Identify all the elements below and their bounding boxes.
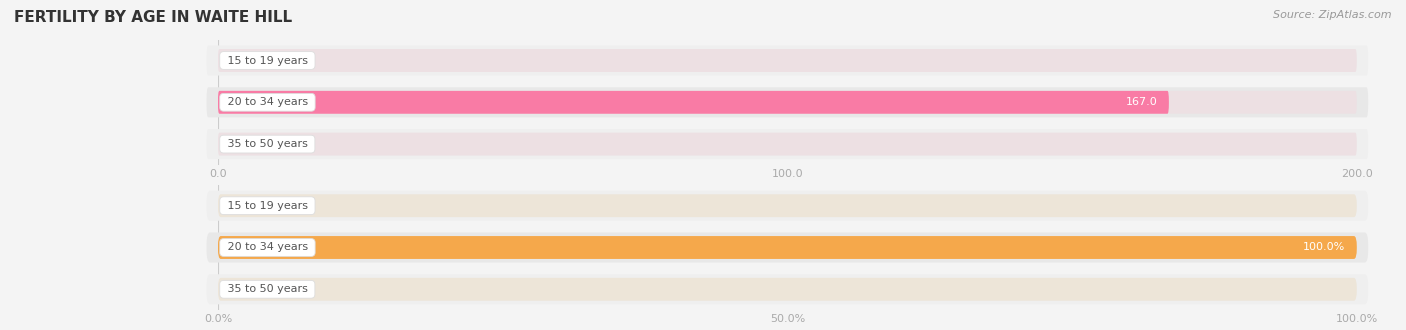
Text: 0.0: 0.0 — [246, 55, 264, 65]
Text: 0.0%: 0.0% — [246, 201, 274, 211]
Text: FERTILITY BY AGE IN WAITE HILL: FERTILITY BY AGE IN WAITE HILL — [14, 10, 292, 25]
FancyBboxPatch shape — [207, 191, 1368, 221]
Text: 167.0: 167.0 — [1126, 97, 1157, 107]
Text: 15 to 19 years: 15 to 19 years — [224, 201, 311, 211]
FancyBboxPatch shape — [218, 194, 1357, 217]
Text: 35 to 50 years: 35 to 50 years — [224, 284, 311, 294]
FancyBboxPatch shape — [207, 46, 1368, 76]
Text: Source: ZipAtlas.com: Source: ZipAtlas.com — [1274, 10, 1392, 20]
Text: 0.0: 0.0 — [246, 139, 264, 149]
FancyBboxPatch shape — [207, 274, 1368, 304]
FancyBboxPatch shape — [207, 232, 1368, 263]
FancyBboxPatch shape — [218, 49, 1357, 72]
Text: 20 to 34 years: 20 to 34 years — [224, 243, 311, 252]
Text: 100.0%: 100.0% — [1303, 243, 1346, 252]
FancyBboxPatch shape — [218, 236, 1357, 259]
Text: 35 to 50 years: 35 to 50 years — [224, 139, 311, 149]
FancyBboxPatch shape — [207, 87, 1368, 117]
FancyBboxPatch shape — [218, 236, 1357, 259]
Text: 0.0%: 0.0% — [246, 284, 274, 294]
FancyBboxPatch shape — [218, 133, 1357, 155]
FancyBboxPatch shape — [218, 278, 1357, 301]
Text: 20 to 34 years: 20 to 34 years — [224, 97, 311, 107]
FancyBboxPatch shape — [207, 129, 1368, 159]
Text: 15 to 19 years: 15 to 19 years — [224, 55, 311, 65]
FancyBboxPatch shape — [218, 91, 1168, 114]
FancyBboxPatch shape — [218, 91, 1357, 114]
